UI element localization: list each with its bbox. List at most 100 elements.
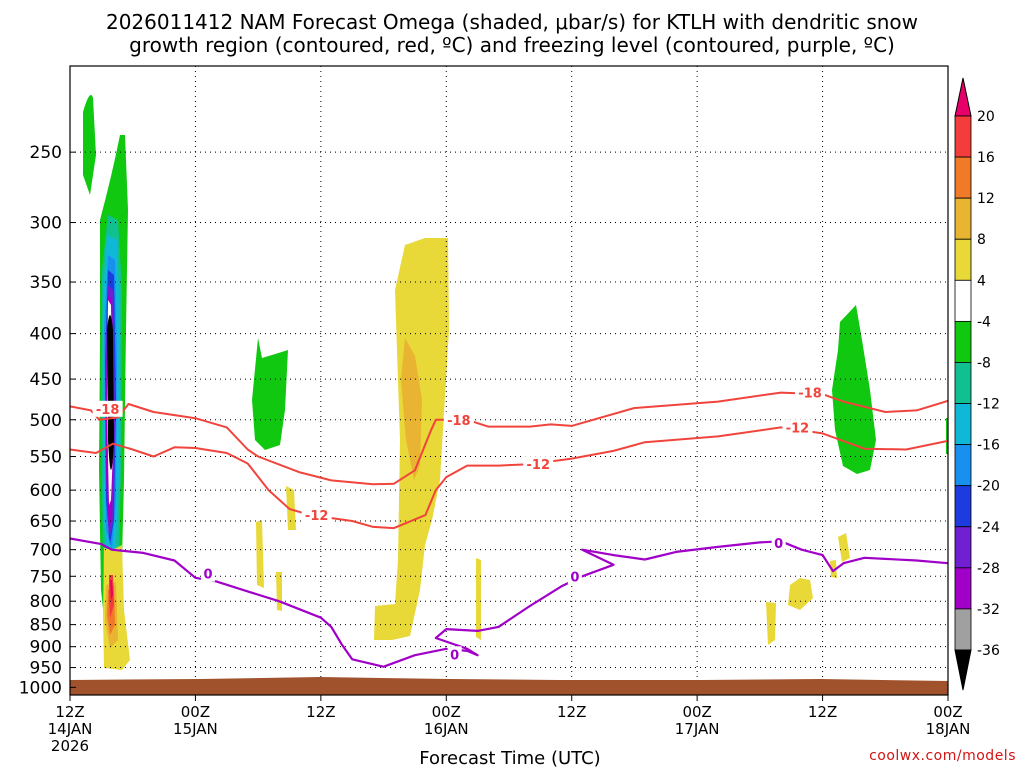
x-tick-label-24-1: 12Z — [306, 703, 335, 721]
chart-title-line1: 2026011412 NAM Forecast Omega (shaded, μ… — [105, 10, 919, 34]
omega-shading — [83, 95, 948, 670]
freezing-level-contour-label-1: 0 — [450, 648, 459, 663]
colorbar-label-7: -12 — [977, 397, 1000, 413]
y-tick-label-850: 850 — [30, 616, 62, 636]
colorbar-label-6: -8 — [977, 355, 991, 371]
x-tick-label-36-2: 16JAN — [424, 720, 469, 738]
terrain-strip — [70, 677, 948, 695]
omega-area-yellow-right4 — [830, 560, 837, 578]
x-axis-title: Forecast Time (UTC) — [419, 748, 600, 768]
y-tick-label-700: 700 — [30, 541, 62, 561]
x-tick-label-48-1: 12Z — [557, 703, 586, 721]
omega-area-yellow-small2 — [276, 572, 282, 611]
x-tick-label-0-1: 12Z — [55, 703, 84, 721]
colorbar-label-2: 12 — [977, 191, 995, 207]
temperature-contour-18-label-0: -18 — [96, 403, 120, 418]
temperature-contour-18-label-bg-1 — [443, 411, 474, 428]
colorbar-swatch-10 — [954, 485, 972, 528]
colorbar-swatch-12 — [954, 567, 972, 610]
y-tick-label-350: 350 — [30, 273, 62, 293]
y-axis: 2503003504004505005506006507007508008509… — [19, 143, 76, 698]
y-tick-label-400: 400 — [30, 325, 62, 345]
temperature-contour-18-label-1: -18 — [447, 414, 471, 429]
y-tick-label-450: 450 — [30, 370, 62, 390]
y-tick-label-300: 300 — [30, 214, 62, 234]
y-tick-label-800: 800 — [30, 592, 62, 612]
y-tick-label-650: 650 — [30, 512, 62, 532]
temperature-contour-18 — [70, 391, 948, 486]
colorbar-label-13: -36 — [977, 643, 1000, 659]
colorbar-bottom-arrow — [954, 649, 972, 691]
colorbar: 20 16 12 8 4 -4 -8 -12 -16 -20 -24 -28 -32 -36 — [954, 77, 1000, 691]
colorbar-swatch-6 — [954, 320, 972, 363]
temperature-contour-12-label-bg-1 — [523, 456, 554, 473]
freezing-level-contour-label-bg-1 — [447, 646, 462, 663]
y-tick-label-900: 900 — [30, 638, 62, 658]
colorbar-swatch-11 — [954, 526, 972, 569]
colorbar-swatch-5 — [954, 279, 972, 322]
contour-lines — [70, 391, 948, 668]
omega-area-yellow-right2 — [766, 602, 776, 645]
y-tick-label-600: 600 — [30, 481, 62, 501]
colorbar-swatch-9 — [954, 444, 972, 487]
temperature-contour-18-label-bg-0 — [92, 400, 123, 417]
terrain-fill — [70, 677, 948, 695]
y-tick-label-250: 250 — [30, 143, 62, 163]
colorbar-top-arrow — [954, 77, 972, 117]
plot-frame — [69, 65, 949, 696]
freezing-level-contour-label-2: 0 — [570, 570, 579, 585]
y-tick-label-550: 550 — [30, 448, 62, 468]
omega-area-green-right — [832, 305, 876, 474]
contour-labels: -18 -18 -18 -12 -12 -12 0 0 0 0 — [92, 384, 826, 663]
omega-area-yellow-small4 — [476, 558, 481, 640]
freezing-level-contour — [70, 537, 948, 668]
colorbar-label-3: 8 — [977, 232, 986, 248]
colorbar-label-9: -20 — [977, 479, 1000, 495]
y-tick-label-750: 750 — [30, 567, 62, 587]
colorbar-label-0: 20 — [977, 109, 995, 125]
colorbar-label-10: -24 — [977, 520, 1000, 536]
x-tick-label-60-1: 00Z — [682, 703, 711, 721]
x-tick-label-84-1: 00Z — [933, 703, 962, 721]
x-tick-label-0-2: 14JAN — [48, 720, 93, 738]
colorbar-swatch-8 — [954, 403, 972, 446]
omega-area-green-mid — [252, 338, 288, 450]
temperature-contour-12-label-2: -12 — [786, 421, 810, 436]
omega-area-yellow-small1 — [256, 520, 264, 588]
x-tick-label-36-1: 00Z — [432, 703, 461, 721]
freezing-level-contour-label-bg-3 — [771, 534, 786, 551]
chart-title-line2: growth region (contoured, red, ºC) and f… — [129, 33, 895, 57]
temperature-contour-12 — [70, 426, 948, 530]
colorbar-swatch-2 — [954, 156, 972, 199]
omega-area-yellow-right1 — [788, 578, 813, 610]
freezing-level-contour-label-3: 0 — [774, 537, 783, 552]
x-tick-label-12-1: 00Z — [181, 703, 210, 721]
colorbar-label-4: 4 — [977, 273, 986, 289]
freezing-level-contour-label-bg-2 — [567, 568, 582, 585]
omega-area-yellow-right3 — [838, 533, 850, 562]
x-tick-label-84-2: 18JAN — [926, 720, 971, 738]
colorbar-swatch-3 — [954, 197, 972, 240]
x-tick-label-0-3: 2026 — [51, 737, 89, 755]
temperature-contour-12-label-1: -12 — [527, 458, 551, 473]
omega-area-yellow-small3 — [286, 486, 296, 530]
freezing-level-contour-label-bg-0 — [200, 565, 215, 582]
omega-area-black-core — [107, 315, 114, 470]
colorbar-label-1: 16 — [977, 150, 995, 166]
colorbar-label-11: -28 — [977, 561, 1000, 577]
temperature-contour-12-label-0: -12 — [305, 509, 329, 524]
grid-lines — [69, 66, 949, 695]
y-tick-label-950: 950 — [30, 659, 62, 679]
x-tick-label-72-1: 12Z — [808, 703, 837, 721]
omega-area-amber-mid — [401, 338, 422, 480]
colorbar-swatch-4 — [954, 238, 972, 281]
y-tick-label-500: 500 — [30, 411, 62, 431]
omega-area-green-north — [83, 95, 96, 195]
temperature-contour-18-label-bg-2 — [795, 384, 826, 401]
omega-area-magenta-low — [110, 580, 113, 600]
colorbar-label-5: -4 — [977, 314, 991, 330]
x-tick-label-12-2: 15JAN — [173, 720, 218, 738]
credit-text: coolwx.com/models — [869, 748, 1016, 764]
temperature-contour-12-label-bg-2 — [782, 419, 813, 436]
